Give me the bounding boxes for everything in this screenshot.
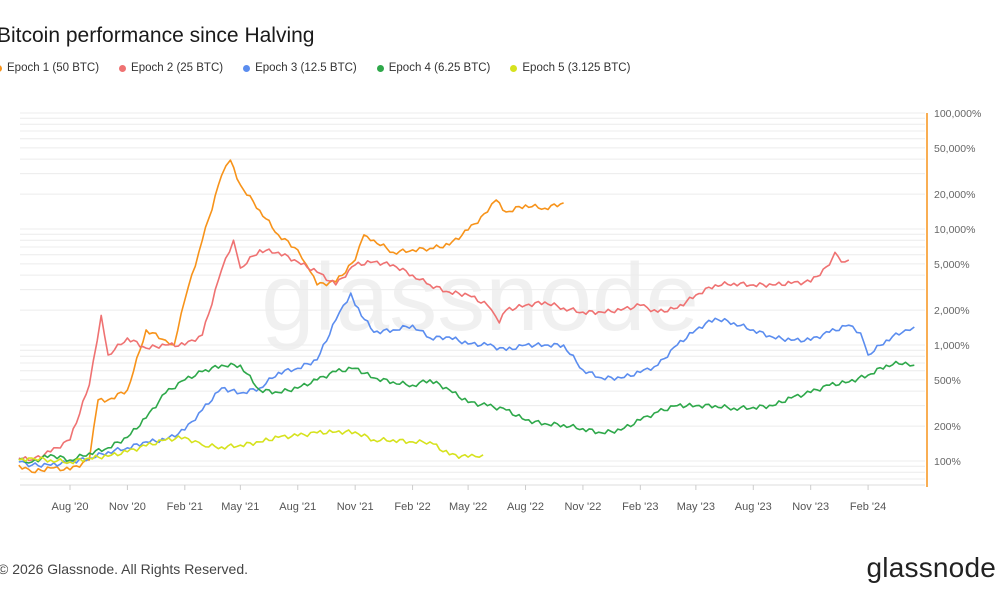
y-tick-label: 20,000% — [934, 189, 975, 201]
x-tick-label: Nov '22 — [564, 501, 601, 513]
x-tick-label: Aug '20 — [52, 501, 89, 513]
legend-label: Epoch 5 (3.125 BTC) — [522, 62, 631, 74]
legend-dot — [119, 64, 127, 72]
x-tick-label: May '21 — [221, 501, 259, 513]
x-tick-label: Feb '24 — [850, 501, 886, 513]
legend-dot — [510, 64, 518, 72]
x-tick-label: Aug '23 — [735, 501, 772, 513]
y-tick-label: 200% — [934, 421, 961, 433]
x-tick-label: May '22 — [449, 501, 487, 513]
legend-dot — [243, 64, 251, 72]
series-line-epoch-4 — [18, 360, 915, 464]
y-tick-label: 5,000% — [934, 259, 970, 271]
legend-label: Epoch 1 (50 BTC) — [7, 62, 100, 74]
legend-item-epoch-5[interactable]: Epoch 5 (3.125 BTC) — [510, 62, 630, 74]
x-tick-label: Nov '20 — [109, 501, 146, 513]
chart-title: Bitcoin performance since Halving — [0, 24, 315, 47]
y-tick-label: 100,000% — [934, 108, 981, 120]
y-tick-label: 10,000% — [934, 224, 975, 236]
copyright: © 2026 Glassnode. All Rights Reserved. — [0, 561, 249, 577]
legend-item-epoch-4[interactable]: Epoch 4 (6.25 BTC) — [376, 62, 491, 74]
legend-item-epoch-3[interactable]: Epoch 3 (12.5 BTC) — [243, 62, 357, 74]
legend-label: Epoch 3 (12.5 BTC) — [255, 62, 357, 74]
series-line-epoch-1 — [18, 159, 564, 474]
x-tick-label: Feb '23 — [622, 501, 658, 513]
x-tick-label: Feb '22 — [394, 501, 430, 513]
legend: Epoch 1 (50 BTC) Epoch 2 (25 BTC) Epoch … — [0, 62, 630, 74]
y-tick-label: 100% — [934, 456, 961, 468]
legend-dot — [0, 64, 2, 72]
x-tick-label: Feb '21 — [167, 501, 203, 513]
performance-chart: glassnode 100% 200% 500% 1,000% 2,000% 5,000% 1… — [18, 108, 981, 513]
y-tick-label: 1,000% — [934, 340, 970, 352]
legend-label: Epoch 2 (25 BTC) — [131, 62, 224, 74]
x-tick-label: Aug '21 — [279, 501, 316, 513]
y-tick-label: 500% — [934, 375, 961, 387]
series-line-epoch-5 — [18, 429, 484, 465]
legend-item-epoch-2[interactable]: Epoch 2 (25 BTC) — [119, 62, 223, 74]
glassnode-logo: glassnode — [866, 552, 996, 583]
x-tick-label: Nov '21 — [337, 501, 374, 513]
series-line-epoch-2 — [18, 239, 850, 462]
legend-item-epoch-1[interactable]: Epoch 1 (50 BTC) — [0, 62, 99, 74]
legend-dot — [376, 64, 384, 72]
watermark: glassnode — [261, 244, 699, 351]
legend-label: Epoch 4 (6.25 BTC) — [388, 62, 491, 74]
x-tick-label: May '23 — [677, 501, 715, 513]
y-tick-label: 2,000% — [934, 305, 970, 317]
x-tick-label: Nov '23 — [792, 501, 829, 513]
y-tick-label: 50,000% — [934, 143, 975, 155]
x-tick-label: Aug '22 — [507, 501, 544, 513]
